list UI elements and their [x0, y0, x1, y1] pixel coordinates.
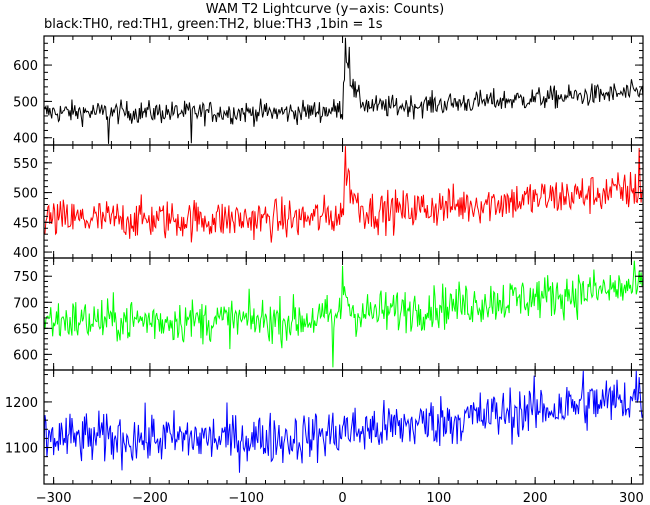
x-tick-label: 300 [619, 491, 644, 505]
x-tick-label: 200 [523, 491, 548, 505]
y-tick-label-th3: 1100 [5, 442, 38, 457]
y-tick-label-th2: 650 [13, 322, 38, 337]
y-tick-label-th2: 750 [13, 270, 38, 285]
y-tick-label-th0: 500 [13, 95, 38, 110]
x-tick-label: 0 [338, 491, 346, 505]
y-tick-label-th3: 1200 [5, 396, 38, 411]
y-tick-label-th2: 600 [13, 348, 38, 363]
x-tick-label: −200 [132, 491, 168, 505]
series-line-th3 [44, 370, 643, 473]
chart-subtitle: black:TH0, red:TH1, green:TH2, blue:TH3 … [44, 17, 383, 32]
panel-frame-th2 [43, 257, 644, 371]
y-tick-label-th1: 550 [13, 157, 38, 172]
y-tick-label-th1: 400 [13, 246, 38, 261]
y-tick-label-th2: 700 [13, 296, 38, 311]
series-line-th1 [44, 146, 643, 243]
series-line-th0 [44, 37, 643, 144]
panel-frame-th3 [43, 369, 644, 485]
x-tick-label: −100 [228, 491, 264, 505]
y-tick-label-th1: 500 [13, 187, 38, 202]
x-tick-label: 100 [426, 491, 451, 505]
y-tick-label-th0: 600 [13, 59, 38, 74]
series-line-th2 [44, 260, 643, 368]
x-tick-label: −300 [36, 491, 72, 505]
y-tick-label-th0: 400 [13, 132, 38, 147]
y-tick-label-th1: 450 [13, 216, 38, 231]
chart-title: WAM T2 Lightcurve (y−axis: Counts) [205, 2, 445, 17]
